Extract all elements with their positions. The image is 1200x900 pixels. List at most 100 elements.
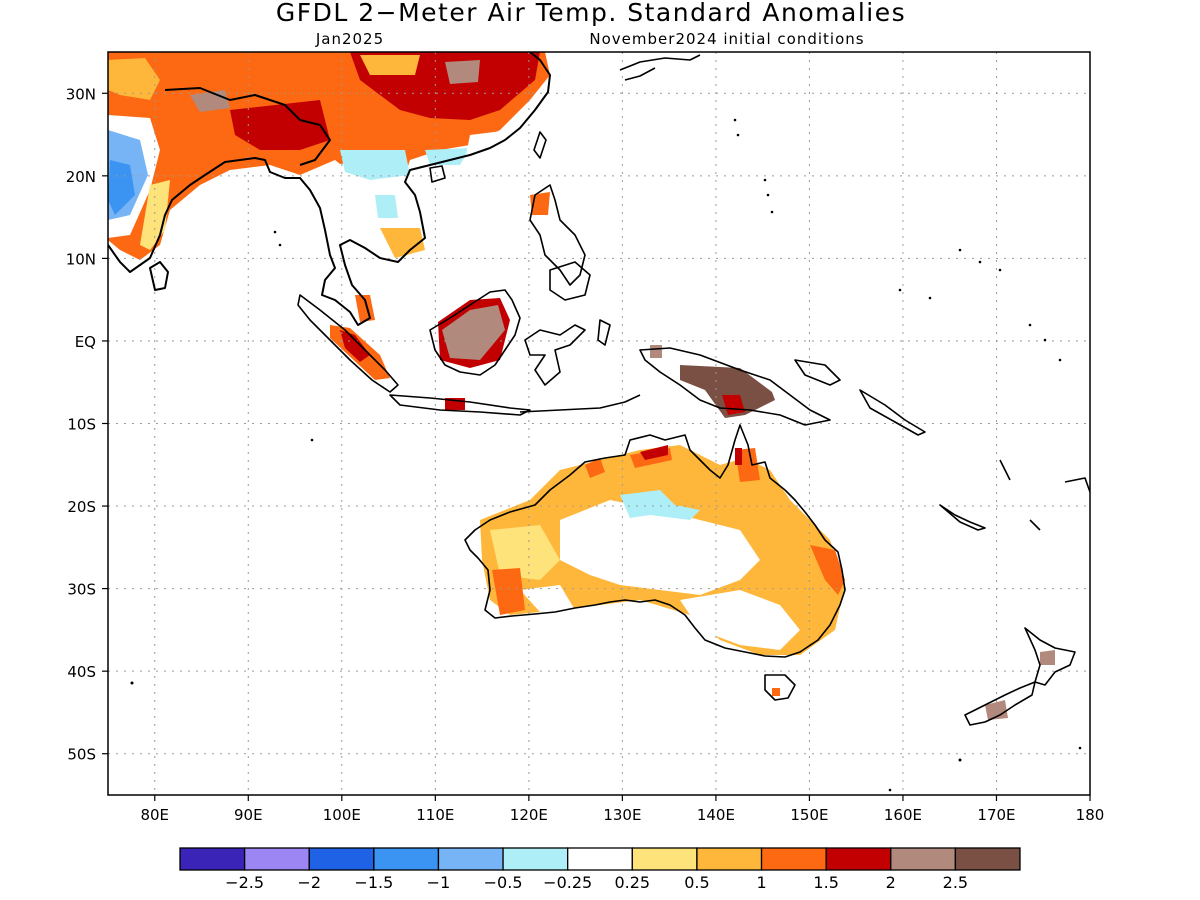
lat-tick-label: 30S <box>67 581 96 599</box>
lat-tick-label: 10S <box>67 416 96 434</box>
colorbar-label: 2.5 <box>943 873 968 892</box>
anomaly-australia-east <box>810 545 845 595</box>
lon-tick-label: 170E <box>977 806 1015 824</box>
coast-sulawesi <box>524 324 586 386</box>
plot-area <box>108 52 1090 795</box>
anomaly-indochina-lightblue <box>340 150 410 180</box>
anomaly-shading <box>108 52 1055 720</box>
anomaly-australia-lightblue <box>620 490 700 520</box>
anomaly-australia-yellow <box>490 525 560 580</box>
colorbar: −2.5 −2 −1.5 −1 −0.5 −0.25 0.25 0.5 1 1.5 2 2.5 <box>179 847 1021 892</box>
anomaly-asia-red-2 <box>230 100 330 150</box>
colorbar-swatch <box>954 847 1021 871</box>
anomaly-png-brown <box>680 365 775 418</box>
lon-tick-label: 130E <box>603 806 641 824</box>
coast-nz-south <box>964 681 1036 726</box>
coastlines <box>108 52 1090 726</box>
colorbar-swatch <box>825 847 892 871</box>
lon-tick-label: 160E <box>884 806 922 824</box>
colorbar-label: −0.25 <box>543 873 592 892</box>
coast-tasmania <box>764 674 796 701</box>
coast-sumatra <box>297 294 399 393</box>
anomaly-sumatra-red-2 <box>340 330 370 362</box>
lon-tick-label: 150E <box>790 806 828 824</box>
colorbar-label: −1.5 <box>354 873 393 892</box>
coast-borneo <box>429 289 521 376</box>
anomaly-australia-north-red <box>640 445 668 460</box>
colorbar-label: 1.5 <box>813 873 838 892</box>
colorbar-label: −1 <box>427 873 451 892</box>
lon-tick-label: 120E <box>510 806 548 824</box>
coast-new-caledonia <box>939 504 986 531</box>
map-title: GFDL 2−Meter Air Temp. Standard Anomalie… <box>276 0 906 27</box>
lon-tick-label: 180 <box>1076 806 1105 824</box>
anomaly-indochina-yellow <box>380 228 425 258</box>
coast-solomons <box>859 389 926 436</box>
anomaly-australia-white <box>560 500 760 595</box>
lat-tick-label: EQ <box>75 333 96 351</box>
coast-lesser-sunda <box>519 394 641 413</box>
colorbar-swatch <box>890 847 957 871</box>
lon-tick-label: 140E <box>697 806 735 824</box>
map-layers <box>108 52 1090 795</box>
coast-australia <box>464 424 846 658</box>
colorbar-swatch <box>696 847 763 871</box>
colorbar-label: −0.5 <box>484 873 523 892</box>
colorbar-label: −2.5 <box>225 873 264 892</box>
coast-asia-mainland <box>108 52 551 326</box>
anomaly-australia-white-2 <box>680 590 800 650</box>
latitude-axis: 30N 20N 10N EQ 10S 20S 30S 40S 50S <box>66 85 108 764</box>
anomaly-india-yellow <box>140 180 170 250</box>
anomaly-tasmania <box>772 688 780 696</box>
anomaly-asia-yellow-2 <box>360 55 420 75</box>
coast-vanuatu-fiji <box>999 459 1090 531</box>
coast-philippines <box>529 184 586 286</box>
anomaly-china-lightblue <box>425 148 470 165</box>
anomaly-australia-darkorange <box>492 568 525 615</box>
anomaly-australia-white-3 <box>520 585 575 612</box>
anomaly-cape-york-red <box>735 448 742 465</box>
colorbar-label: 1 <box>756 873 766 892</box>
colorbar-swatch <box>502 847 569 871</box>
anomaly-india-blue <box>108 160 135 215</box>
anomaly-png-brown-2 <box>650 345 662 358</box>
anomaly-australia-north <box>585 458 605 478</box>
anomaly-asia-yellow <box>108 58 160 100</box>
colorbar-swatch <box>179 847 246 871</box>
coast-china-interior <box>164 87 331 166</box>
coast-hainan <box>429 165 446 183</box>
colorbar-swatch <box>308 847 375 871</box>
colorbar-swatch <box>243 847 310 871</box>
map-subtitle-init: November2024 initial conditions <box>589 30 864 48</box>
colorbar-swatch <box>631 847 698 871</box>
anomaly-borneo-brown <box>442 305 505 360</box>
anomaly-newzealand-2 <box>1040 650 1055 665</box>
colorbar-label: −2 <box>297 873 321 892</box>
lon-tick-label: 100E <box>323 806 361 824</box>
map-subtitle-month: Jan2025 <box>315 30 384 48</box>
colorbar-swatch <box>760 847 827 871</box>
coast-new-guinea <box>639 347 831 426</box>
coast-mindanao <box>549 261 591 301</box>
coast-taiwan <box>533 131 547 159</box>
colorbar-label: 0.25 <box>614 873 650 892</box>
colorbar-label: 2 <box>886 873 896 892</box>
lat-tick-label: 30N <box>66 85 96 103</box>
lon-tick-label: 90E <box>234 806 263 824</box>
lat-tick-label: 10N <box>66 250 96 268</box>
coast-new-britain <box>794 359 841 386</box>
lat-tick-label: 40S <box>67 663 96 681</box>
lat-tick-label: 20S <box>67 498 96 516</box>
anomaly-asia-brown-2 <box>445 60 480 84</box>
coast-halmahera <box>597 319 611 346</box>
lon-tick-label: 110E <box>416 806 454 824</box>
small-islands <box>130 118 1082 792</box>
colorbar-swatch <box>373 847 440 871</box>
longitude-axis: 80E 90E 100E 110E 120E 130E 140E 150E 160E 170E 18… <box>140 795 1104 824</box>
anomaly-indochina-lightblue-2 <box>375 195 398 218</box>
colorbar-swatch <box>437 847 504 871</box>
coast-japan <box>619 54 701 81</box>
colorbar-swatch <box>567 847 633 871</box>
lon-tick-label: 80E <box>140 806 169 824</box>
